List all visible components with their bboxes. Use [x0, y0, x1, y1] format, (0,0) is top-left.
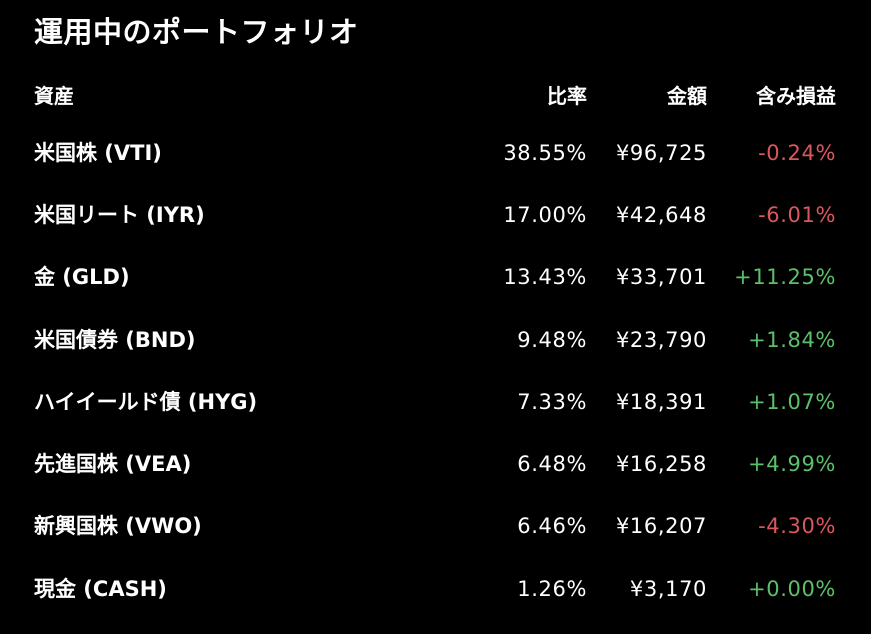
table-row[interactable]: 米国債券 (BND) 9.48% ¥23,790 +1.84%: [0, 320, 871, 360]
asset-name: 米国債券 (BND): [34, 328, 196, 352]
asset-ratio: 7.33%: [517, 390, 587, 414]
asset-amount: ¥33,701: [615, 265, 707, 289]
asset-gain: -0.24%: [758, 141, 836, 165]
asset-amount: ¥23,790: [615, 328, 707, 352]
asset-name: ハイイールド債 (HYG): [34, 390, 258, 414]
asset-amount: ¥16,258: [615, 452, 707, 476]
asset-amount: ¥42,648: [615, 203, 707, 227]
header-amount: 金額: [667, 84, 707, 108]
asset-amount: ¥3,170: [629, 577, 707, 601]
page-title: 運用中のポートフォリオ: [34, 15, 359, 49]
table-row[interactable]: 新興国株 (VWO) 6.46% ¥16,207 -4.30%: [0, 506, 871, 546]
asset-gain: +0.00%: [748, 577, 836, 601]
asset-name: 新興国株 (VWO): [34, 514, 202, 538]
asset-name: 現金 (CASH): [34, 577, 167, 601]
asset-amount: ¥96,725: [615, 141, 707, 165]
asset-ratio: 38.55%: [503, 141, 587, 165]
asset-ratio: 17.00%: [503, 203, 587, 227]
header-asset: 資産: [34, 84, 74, 108]
asset-name: 金 (GLD): [34, 265, 130, 289]
table-row[interactable]: ハイイールド債 (HYG) 7.33% ¥18,391 +1.07%: [0, 382, 871, 422]
asset-ratio: 6.48%: [517, 452, 587, 476]
table-row[interactable]: 米国リート (IYR) 17.00% ¥42,648 -6.01%: [0, 195, 871, 235]
asset-gain: +1.84%: [748, 328, 836, 352]
table-row[interactable]: 先進国株 (VEA) 6.48% ¥16,258 +4.99%: [0, 444, 871, 484]
header-gain: 含み損益: [756, 84, 836, 108]
header-ratio: 比率: [547, 84, 587, 108]
asset-gain: +1.07%: [748, 390, 836, 414]
table-row[interactable]: 金 (GLD) 13.43% ¥33,701 +11.25%: [0, 257, 871, 297]
asset-ratio: 6.46%: [517, 514, 587, 538]
table-row[interactable]: 米国株 (VTI) 38.55% ¥96,725 -0.24%: [0, 133, 871, 173]
asset-ratio: 1.26%: [517, 577, 587, 601]
asset-gain: -6.01%: [758, 203, 836, 227]
asset-gain: +11.25%: [734, 265, 836, 289]
asset-name: 先進国株 (VEA): [34, 452, 192, 476]
asset-gain: +4.99%: [748, 452, 836, 476]
asset-name: 米国株 (VTI): [34, 141, 162, 165]
asset-amount: ¥18,391: [615, 390, 707, 414]
asset-amount: ¥16,207: [615, 514, 707, 538]
asset-gain: -4.30%: [758, 514, 836, 538]
asset-ratio: 13.43%: [503, 265, 587, 289]
table-row[interactable]: 現金 (CASH) 1.26% ¥3,170 +0.00%: [0, 569, 871, 609]
asset-name: 米国リート (IYR): [34, 203, 205, 227]
asset-ratio: 9.48%: [517, 328, 587, 352]
table-header: 資産 比率 金額 含み損益: [0, 76, 871, 116]
